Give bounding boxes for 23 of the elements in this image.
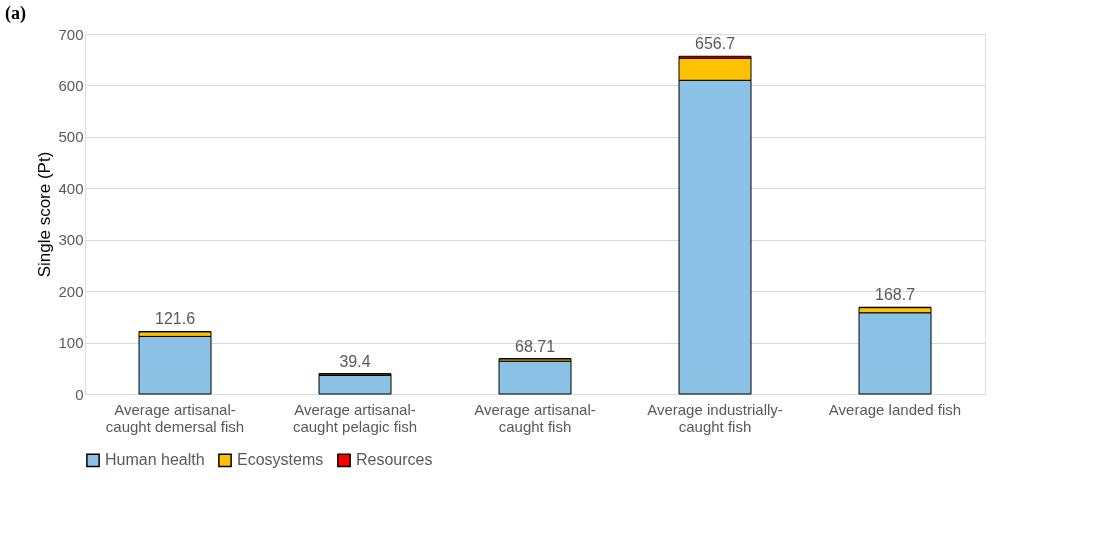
y-tick-label: 500 xyxy=(58,128,84,146)
x-tick-label: Average industrially-caught fish xyxy=(647,400,783,435)
x-tick-label: Average landed fish xyxy=(828,400,962,418)
y-tick-label: 100 xyxy=(58,334,84,352)
y-tick-label: 700 xyxy=(58,25,84,43)
total-label: 168.7 xyxy=(874,286,916,304)
x-tick-label: Average artisanal-caught demersal fish xyxy=(105,400,245,435)
total-label: 656.7 xyxy=(694,35,736,53)
total-label: 121.6 xyxy=(154,310,196,328)
chart-title: (a) xyxy=(5,3,26,24)
y-tick-label: 400 xyxy=(58,179,84,197)
legend-label: Human health xyxy=(105,451,205,469)
y-tick-label: 0 xyxy=(75,385,84,403)
y-tick-label: 200 xyxy=(58,282,84,300)
x-tick-label: Average artisanal-caught pelagic fish xyxy=(292,400,418,435)
y-tick-label: 600 xyxy=(58,76,84,94)
y-tick-label: 300 xyxy=(58,231,84,249)
total-label: 39.4 xyxy=(339,352,371,370)
y-axis-title: Single score (Pt) xyxy=(35,151,55,278)
total-label: 68.71 xyxy=(514,337,556,355)
x-tick-label: Average artisanal-caught fish xyxy=(474,400,596,435)
legend-label: Resources xyxy=(356,451,433,469)
legend-label: Ecosystems xyxy=(237,451,324,469)
